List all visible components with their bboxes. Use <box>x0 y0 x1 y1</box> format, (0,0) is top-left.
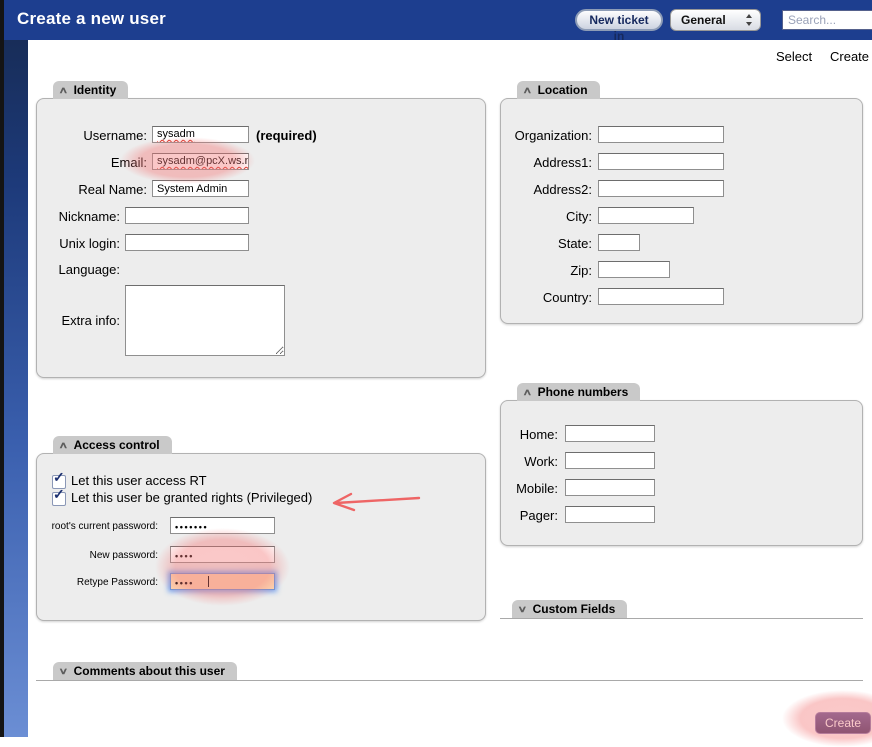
identity-section-tab[interactable]: ∧ Identity <box>53 81 129 99</box>
email-field[interactable]: sysadm@pcX.ws.nsrc.org <box>152 153 249 170</box>
access-control-tab-label: Access control <box>73 438 160 452</box>
create-submit-button[interactable]: Create <box>815 712 872 734</box>
access-control-box <box>36 453 486 621</box>
collapse-chevron-down-icon: ∨ <box>58 665 69 676</box>
organization-label: Organization: <box>514 128 592 143</box>
privileged-checkbox-label[interactable]: Let this user be granted rights (Privile… <box>71 490 313 505</box>
pager-phone-field[interactable] <box>565 506 655 523</box>
section-divider <box>36 680 863 681</box>
page-title: Create a new user <box>17 9 166 28</box>
text-caret <box>208 576 209 587</box>
zip-label: Zip: <box>570 263 592 278</box>
root-password-field[interactable] <box>170 517 275 534</box>
identity-tab-label: Identity <box>73 83 117 97</box>
home-phone-label: Home: <box>519 427 558 442</box>
retype-password-field[interactable] <box>170 573 275 590</box>
unix-login-field[interactable] <box>125 234 249 251</box>
country-label: Country: <box>542 290 592 305</box>
address1-label: Address1: <box>533 155 592 170</box>
collapse-chevron-up-icon: ∧ <box>58 439 69 450</box>
custom-fields-tab-label: Custom Fields <box>532 602 616 616</box>
collapse-chevron-down-icon: ∨ <box>517 603 528 614</box>
address2-label: Address2: <box>533 182 592 197</box>
section-divider <box>500 618 863 619</box>
city-field[interactable] <box>598 207 694 224</box>
zip-field[interactable] <box>598 261 670 278</box>
access-rt-checkbox[interactable]: ✓ <box>52 469 66 489</box>
work-phone-label: Work: <box>524 454 558 469</box>
phone-numbers-box <box>500 400 863 546</box>
mobile-phone-label: Mobile: <box>516 481 558 496</box>
top-header-bar: Create a new user New ticket in General <box>4 0 872 43</box>
collapse-chevron-up-icon: ∧ <box>522 386 533 397</box>
queue-select[interactable]: General <box>670 9 761 31</box>
extra-info-label: Extra info: <box>61 313 120 328</box>
privileged-checkbox[interactable]: ✓ <box>52 486 66 506</box>
phone-numbers-section-tab[interactable]: ∧ Phone numbers <box>517 383 641 401</box>
comments-tab-label: Comments about this user <box>73 664 225 678</box>
create-link[interactable]: Create <box>830 49 870 64</box>
address2-field[interactable] <box>598 180 724 197</box>
retype-password-label: Retype Password: <box>76 577 158 588</box>
country-field[interactable] <box>598 288 724 305</box>
checkmark-icon: ✓ <box>53 486 65 502</box>
location-tab-label: Location <box>537 83 588 97</box>
email-value: sysadm@pcX.ws.nsrc.org <box>157 155 248 167</box>
left-edge-strip <box>0 0 4 737</box>
state-label: State: <box>558 236 592 251</box>
new-password-label: New password: <box>89 550 158 561</box>
mobile-phone-field[interactable] <box>565 479 655 496</box>
username-label: Username: <box>83 128 147 143</box>
nickname-field[interactable] <box>125 207 249 224</box>
real-name-label: Real Name: <box>78 182 147 197</box>
search-input[interactable] <box>782 10 872 30</box>
custom-fields-section-tab[interactable]: ∨ Custom Fields <box>512 600 628 618</box>
state-field[interactable] <box>598 234 640 251</box>
real-name-field[interactable] <box>152 180 249 197</box>
collapse-chevron-up-icon: ∧ <box>58 84 69 95</box>
unix-login-label: Unix login: <box>59 236 120 251</box>
language-label: Language: <box>58 262 120 277</box>
select-updown-icon <box>746 14 753 26</box>
access-control-section-tab[interactable]: ∧ Access control <box>53 436 172 454</box>
username-field[interactable]: sysadm <box>152 126 249 143</box>
left-gradient-strip <box>4 0 28 737</box>
nickname-label: Nickname: <box>58 209 120 224</box>
checkmark-icon: ✓ <box>53 469 65 485</box>
new-password-field[interactable] <box>170 546 275 563</box>
city-label: City: <box>566 209 592 224</box>
select-link[interactable]: Select <box>776 49 813 64</box>
home-phone-field[interactable] <box>565 425 655 442</box>
organization-field[interactable] <box>598 126 724 143</box>
extra-info-textarea[interactable] <box>125 285 285 356</box>
root-password-label: root's current password: <box>51 521 158 532</box>
email-label: Email: <box>110 155 147 170</box>
required-note: (required) <box>256 128 317 143</box>
comments-section-tab[interactable]: ∨ Comments about this user <box>53 662 237 680</box>
username-value: sysadm <box>157 128 195 140</box>
phone-numbers-tab-label: Phone numbers <box>537 385 629 399</box>
pager-phone-label: Pager: <box>519 508 558 523</box>
queue-select-value: General <box>681 13 726 27</box>
location-section-tab[interactable]: ∧ Location <box>517 81 600 99</box>
access-rt-checkbox-label[interactable]: Let this user access RT <box>71 473 207 488</box>
new-ticket-button[interactable]: New ticket in <box>575 9 663 43</box>
address1-field[interactable] <box>598 153 724 170</box>
collapse-chevron-up-icon: ∧ <box>522 84 533 95</box>
work-phone-field[interactable] <box>565 452 655 469</box>
